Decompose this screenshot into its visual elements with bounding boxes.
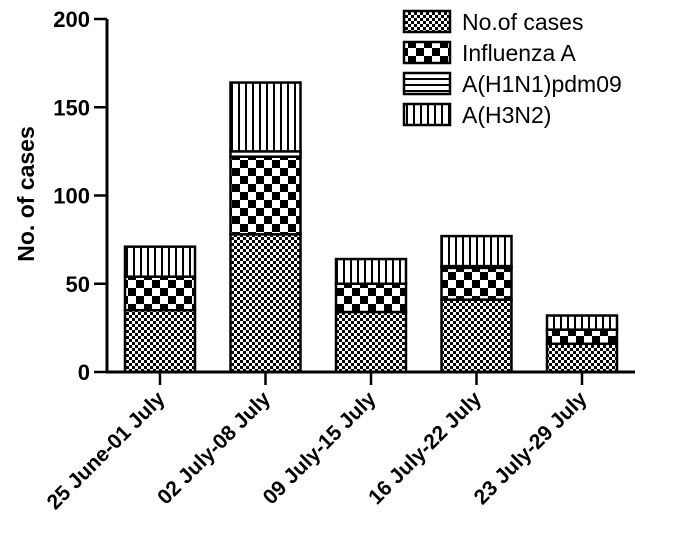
bar-segment-influenza-a — [440, 266, 513, 301]
y-tick-label: 200 — [53, 7, 90, 32]
legend-swatch-influenza-a — [402, 40, 452, 65]
y-tick-label: 50 — [66, 272, 90, 297]
bar-segment-no-of-cases — [123, 308, 197, 374]
bar-segment-a-h3n2 — [123, 245, 197, 278]
y-axis-title: No. of cases — [13, 126, 39, 262]
x-tick-label: 25 June-01 July — [43, 387, 170, 514]
bar-segment-influenza-a — [229, 155, 302, 236]
x-tick-label: 09 July-15 July — [259, 387, 381, 509]
legend-label: A(H1N1)pdm09 — [462, 71, 622, 97]
bars — [123, 81, 619, 374]
bar-segment-a-h3n2 — [545, 314, 619, 331]
y-tick-label: 0 — [78, 360, 90, 385]
legend-label: No.of cases — [462, 9, 583, 35]
legend-swatch-a-h3n2 — [402, 102, 452, 127]
x-tick-label: 23 July-29 July — [470, 387, 592, 509]
x-tick-label: 02 July-08 July — [153, 387, 275, 509]
y-tick-label: 100 — [53, 184, 90, 209]
legend-label: A(H3N2) — [462, 102, 551, 128]
legend-swatch-no-of-cases — [402, 9, 452, 34]
bar-segment-no-of-cases — [545, 342, 619, 374]
legend-label: Influenza A — [462, 40, 576, 66]
bar-segment-a-h3n2 — [229, 81, 302, 153]
y-tick-label: 150 — [53, 95, 90, 120]
bar-segment-a-h3n2 — [440, 234, 513, 268]
bar-segment-a-h3n2 — [334, 257, 408, 286]
bar-segment-influenza-a — [334, 282, 408, 314]
bar-segment-no-of-cases — [229, 233, 302, 374]
legend-swatch-a-h1n1-pdm09 — [402, 71, 452, 96]
x-tick-label: 16 July-22 July — [364, 387, 486, 509]
y-axis-ticks: 0 50 100 150 200 — [53, 7, 107, 385]
bar-segment-influenza-a — [545, 328, 619, 346]
bar-segment-no-of-cases — [334, 310, 408, 374]
legend: No.of cases Influenza A A(H1N1)pdm09 A(H3N2… — [402, 9, 622, 128]
bar-segment-influenza-a — [123, 275, 197, 312]
bar-segment-no-of-cases — [440, 298, 513, 374]
